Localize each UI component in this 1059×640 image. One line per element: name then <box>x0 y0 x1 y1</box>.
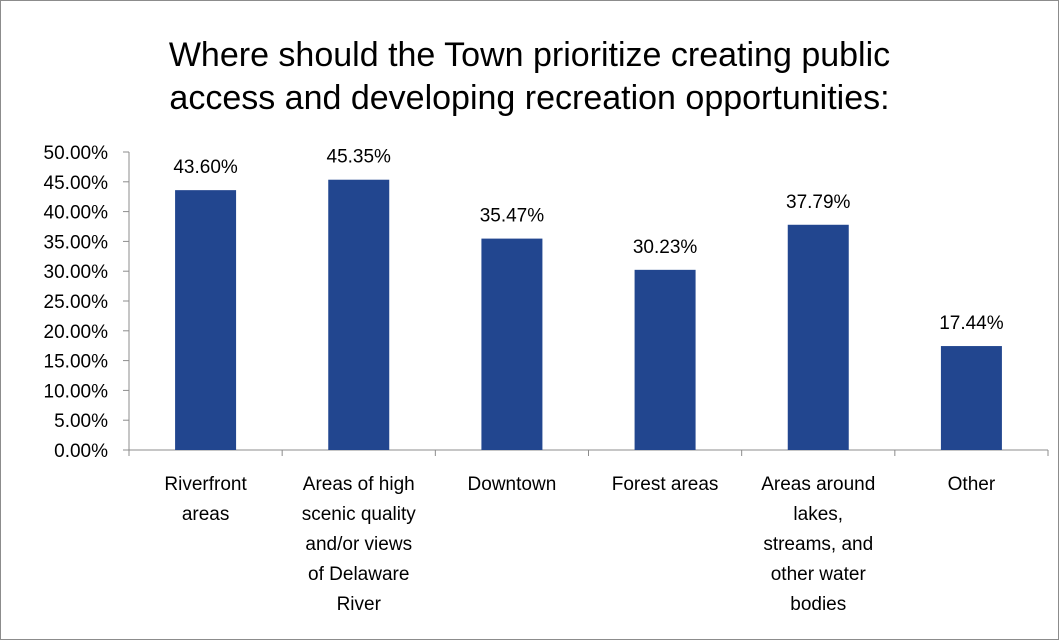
category-label: Riverfront <box>164 474 247 495</box>
y-tick-label: 45.00% <box>44 173 109 194</box>
data-label: 35.47% <box>480 206 545 227</box>
category-label: Downtown <box>468 474 557 495</box>
y-tick-label: 35.00% <box>44 232 109 253</box>
category-label: scenic quality <box>302 504 417 525</box>
bar <box>328 179 390 451</box>
data-label: 17.44% <box>939 313 1004 334</box>
bar <box>940 346 1002 450</box>
category-label: Areas around <box>761 474 875 495</box>
category-label: Forest areas <box>612 474 719 495</box>
data-label: 37.79% <box>786 192 851 213</box>
bar <box>481 238 543 450</box>
bar <box>634 269 696 450</box>
y-tick-label: 15.00% <box>44 352 109 373</box>
category-label: River <box>337 594 382 615</box>
bar <box>175 190 237 451</box>
chart-title: Where should the Town prioritize creatin… <box>0 34 1059 120</box>
category-label: Areas of high <box>303 474 415 495</box>
category-label: bodies <box>790 594 846 615</box>
y-tick-label: 5.00% <box>54 411 108 432</box>
data-label: 45.35% <box>327 147 392 168</box>
y-tick-label: 0.00% <box>54 441 108 462</box>
y-tick-label: 30.00% <box>44 262 109 283</box>
category-label: other water <box>771 564 867 585</box>
y-tick-label: 50.00% <box>44 143 109 164</box>
category-label: and/or views <box>305 534 412 555</box>
y-tick-label: 20.00% <box>44 322 109 343</box>
category-label: lakes, <box>793 504 843 525</box>
chart-title-line-2: access and developing recreation opportu… <box>169 79 890 117</box>
y-tick-label: 40.00% <box>44 203 109 224</box>
category-label: streams, and <box>763 534 873 555</box>
y-tick-label: 10.00% <box>44 381 109 402</box>
data-label: 43.60% <box>173 157 238 178</box>
data-label: 30.23% <box>633 237 698 258</box>
bar <box>787 224 849 450</box>
category-label: areas <box>182 504 230 525</box>
chart-title-line-1: Where should the Town prioritize creatin… <box>168 36 891 74</box>
category-label: Other <box>948 474 996 495</box>
y-tick-label: 25.00% <box>44 292 109 313</box>
category-label: of Delaware <box>308 564 409 585</box>
